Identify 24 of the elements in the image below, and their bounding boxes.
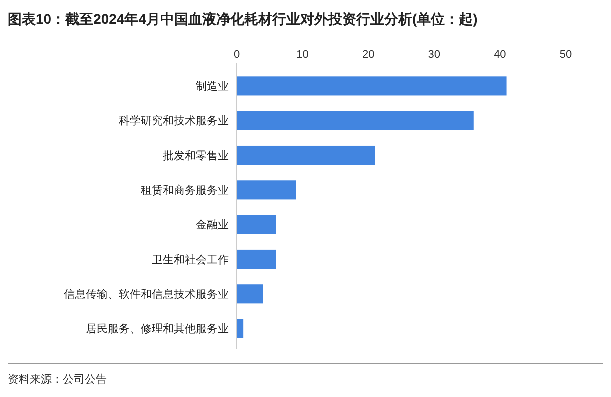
y-tick-label: 金融业 (196, 218, 229, 232)
bar (237, 250, 276, 270)
x-tick-label: 50 (560, 49, 572, 61)
y-tick-label: 科学研究和技术服务业 (119, 114, 229, 128)
bar (237, 319, 244, 338)
y-tick-label: 卫生和社会工作 (152, 253, 229, 266)
chart-title: 图表10：截至2024年4月中国血液净化耗材行业对外投资行业分析(单位：起) (8, 11, 478, 27)
x-tick-label: 40 (494, 49, 506, 61)
y-tick-label: 制造业 (196, 80, 229, 94)
x-tick-label: 20 (362, 49, 375, 61)
x-tick-label: 30 (428, 49, 441, 61)
bar (237, 215, 276, 234)
bar (237, 180, 296, 200)
x-tick-label: 10 (296, 49, 309, 61)
y-tick-label: 批发和零售业 (163, 149, 229, 162)
y-tick-label: 租赁和商务服务业 (141, 184, 229, 198)
y-tick-label: 居民服务、修理和其他服务业 (86, 322, 229, 336)
bar (237, 284, 264, 304)
bar (237, 146, 376, 166)
text: 资料来源：公司公告 (8, 373, 107, 386)
bar (237, 111, 474, 130)
x-tick-label: 0 (234, 49, 240, 61)
bar (237, 76, 507, 96)
y-tick-label: 信息传输、软件和信息技术服务业 (64, 288, 229, 301)
